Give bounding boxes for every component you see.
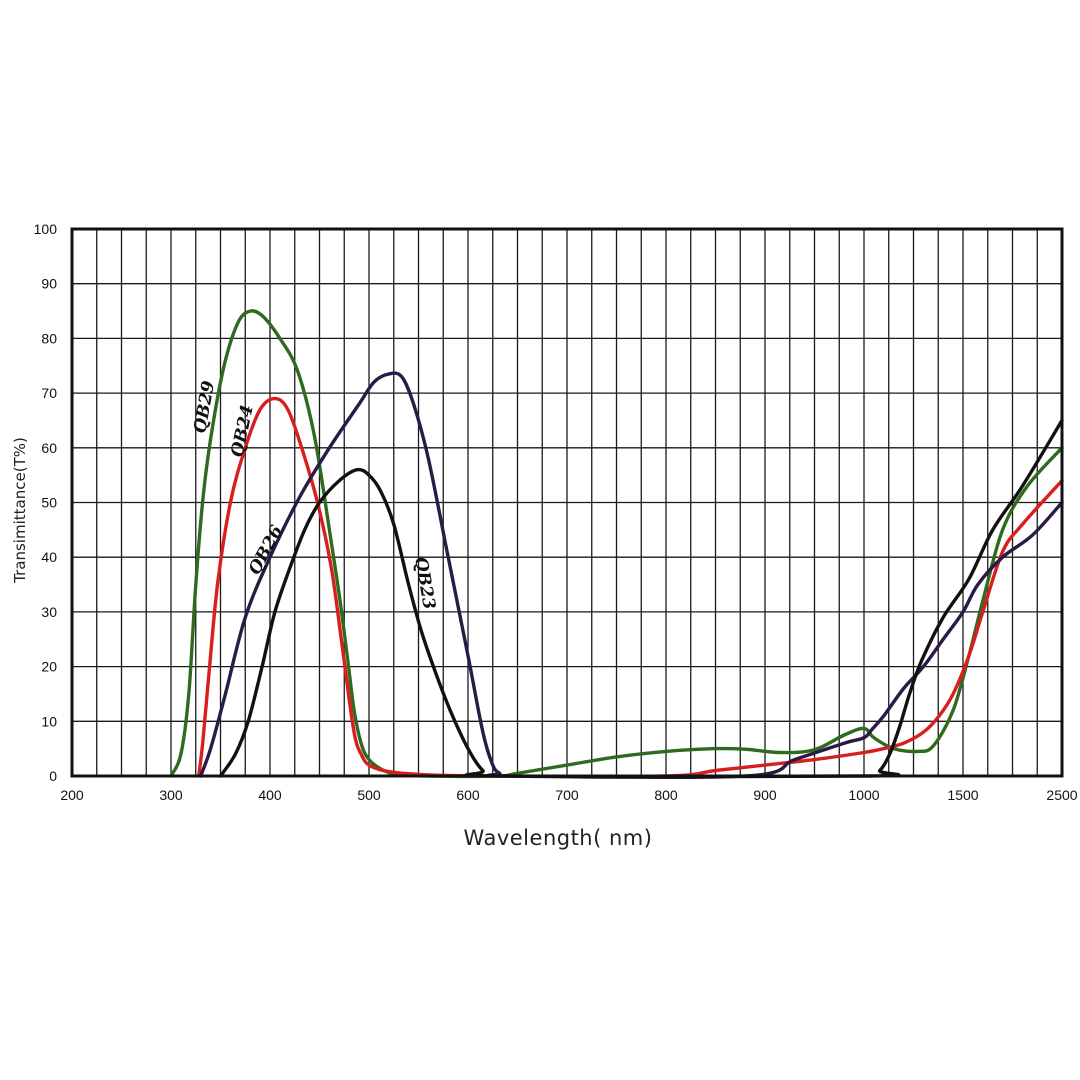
- x-tick-label: 2500: [1046, 787, 1077, 803]
- y-tick-label: 100: [34, 221, 58, 237]
- x-tick-label: 1000: [848, 787, 879, 803]
- x-tick-label: 400: [258, 787, 282, 803]
- y-tick-label: 70: [41, 385, 57, 401]
- y-tick-label: 0: [49, 768, 57, 784]
- y-tick-label: 80: [41, 330, 57, 346]
- y-axis-label: Transimittance(T%): [11, 437, 29, 584]
- x-tick-label: 300: [159, 787, 183, 803]
- x-tick-label: 800: [654, 787, 678, 803]
- y-tick-label: 60: [41, 440, 57, 456]
- series-line-qb23: [218, 418, 1064, 779]
- x-tick-labels: 200 300 400 500 600 700 800 900 1000 1500 2500: [60, 787, 1077, 803]
- x-axis-label: Wavelength( nm): [464, 826, 653, 850]
- series-line-qb26: [199, 371, 1064, 780]
- y-tick-label: 40: [41, 549, 57, 565]
- x-tick-label: 900: [753, 787, 777, 803]
- x-tick-label: 500: [357, 787, 381, 803]
- x-tick-label: 1500: [947, 787, 978, 803]
- grid-lines: [72, 228, 1062, 777]
- y-tick-label: 30: [41, 604, 57, 620]
- x-tick-label: 700: [555, 787, 579, 803]
- plot-frame: [70, 227, 1064, 778]
- series-line-qb24: [197, 396, 1064, 779]
- y-tick-label: 90: [41, 276, 57, 292]
- y-tick-label: 10: [41, 713, 57, 729]
- y-tick-labels: 0 10 20 30 40 50 60 70 80 90 100: [34, 221, 58, 784]
- x-tick-label: 200: [60, 787, 84, 803]
- y-tick-label: 20: [41, 659, 57, 675]
- x-tick-label: 600: [456, 787, 480, 803]
- y-tick-label: 50: [41, 495, 57, 511]
